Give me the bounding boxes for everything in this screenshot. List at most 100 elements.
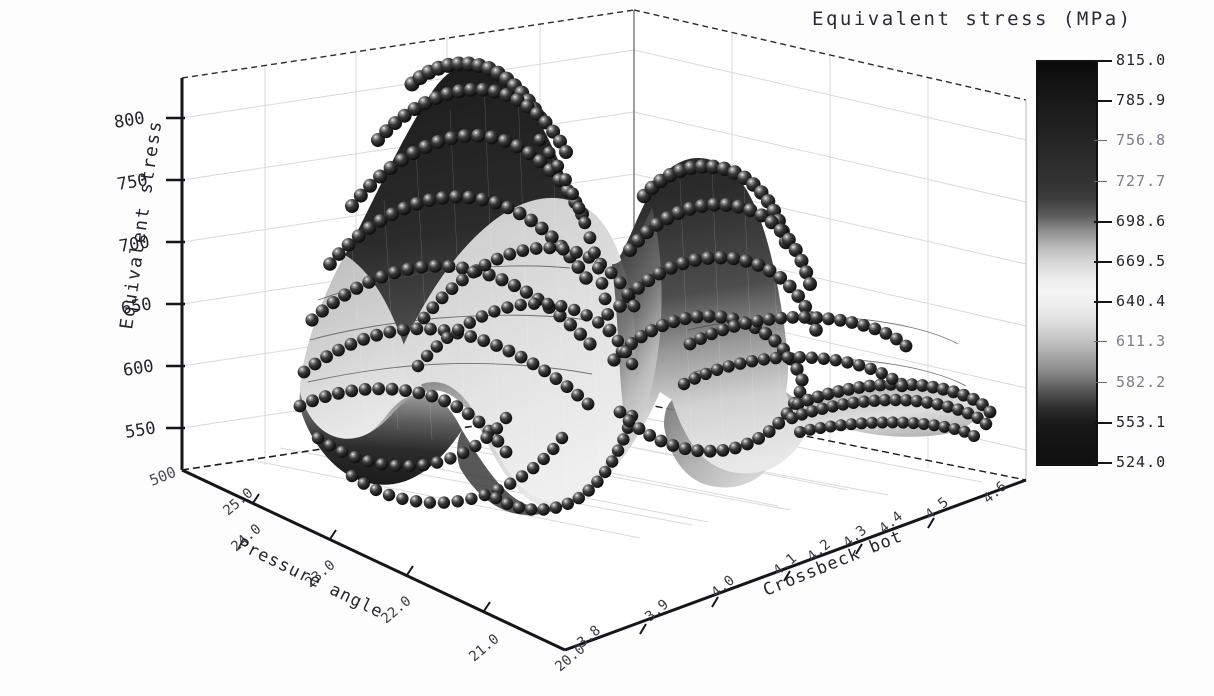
data-point-marker bbox=[971, 411, 984, 424]
data-point-marker bbox=[549, 372, 563, 385]
data-point-marker bbox=[308, 357, 322, 371]
data-point-marker bbox=[941, 400, 955, 413]
x-tick-label: 21.0 bbox=[466, 631, 502, 665]
data-point-marker bbox=[318, 390, 332, 403]
data-point-marker bbox=[799, 265, 814, 280]
data-point-marker bbox=[478, 488, 491, 502]
data-point-marker bbox=[631, 281, 645, 295]
data-point-marker bbox=[482, 268, 496, 282]
data-point-marker bbox=[762, 263, 777, 278]
data-point-marker bbox=[783, 279, 797, 294]
data-point-marker bbox=[739, 254, 753, 268]
data-point-marker bbox=[457, 129, 472, 144]
data-point-marker bbox=[794, 253, 809, 268]
data-point-marker bbox=[786, 311, 800, 324]
data-point-marker bbox=[551, 159, 565, 173]
data-point-marker bbox=[879, 327, 893, 340]
data-point-marker bbox=[526, 357, 540, 371]
data-point-marker bbox=[320, 350, 333, 364]
data-point-marker bbox=[418, 96, 433, 111]
data-point-marker bbox=[440, 87, 455, 102]
data-point-marker bbox=[921, 396, 934, 409]
colorbar-tick bbox=[1094, 381, 1107, 383]
data-point-marker bbox=[332, 247, 346, 261]
colorbar-tick-label: 582.2 bbox=[1116, 372, 1167, 391]
axis-spines bbox=[180, 78, 1027, 652]
data-point-marker bbox=[510, 139, 525, 154]
data-point-marker bbox=[863, 379, 877, 393]
data-point-marker bbox=[598, 292, 612, 306]
data-point-marker bbox=[873, 378, 887, 392]
data-point-marker bbox=[886, 416, 899, 429]
data-point-marker bbox=[739, 317, 753, 330]
data-point-marker bbox=[524, 213, 538, 228]
data-point-marker bbox=[852, 359, 866, 372]
data-point-marker bbox=[592, 316, 605, 329]
data-point-marker bbox=[417, 311, 431, 325]
data-point-marker bbox=[423, 496, 437, 509]
data-point-marker bbox=[455, 261, 470, 275]
data-point-marker bbox=[774, 311, 788, 325]
data-point-marker bbox=[420, 349, 434, 363]
colorbar-tick-label: 815.0 bbox=[1116, 51, 1167, 69]
data-point-marker bbox=[555, 299, 568, 313]
data-point-marker bbox=[769, 351, 782, 365]
data-point-marker bbox=[931, 398, 944, 411]
data-point-marker bbox=[714, 310, 728, 324]
data-point-marker bbox=[889, 393, 902, 407]
colorbar-tick-label: 611.3 bbox=[1116, 332, 1167, 351]
data-point-marker bbox=[430, 456, 444, 469]
data-point-marker bbox=[293, 399, 307, 413]
data-point-marker bbox=[537, 452, 550, 466]
z-tick-label: 550 bbox=[124, 418, 157, 443]
data-point-marker bbox=[332, 386, 345, 400]
data-point-marker bbox=[613, 405, 627, 419]
data-point-marker bbox=[503, 247, 517, 261]
data-point-marker bbox=[719, 197, 734, 212]
data-point-marker bbox=[926, 380, 940, 394]
data-point-marker bbox=[958, 425, 971, 438]
data-point-marker bbox=[875, 367, 888, 380]
data-point-marker bbox=[764, 215, 779, 230]
data-point-marker bbox=[491, 434, 505, 448]
colorbar-tick-label: 640.4 bbox=[1116, 292, 1167, 311]
data-point-marker bbox=[845, 316, 859, 329]
data-point-marker bbox=[617, 433, 630, 446]
data-point-marker bbox=[829, 354, 842, 367]
data-point-marker bbox=[561, 497, 574, 510]
data-point-marker bbox=[519, 285, 534, 299]
data-point-marker bbox=[701, 251, 715, 265]
data-point-marker bbox=[297, 365, 311, 379]
data-point-marker bbox=[632, 422, 646, 435]
data-point-marker bbox=[465, 492, 478, 505]
data-point-marker bbox=[743, 203, 758, 218]
data-point-marker bbox=[754, 208, 769, 223]
data-point-marker bbox=[335, 445, 349, 458]
data-point-marker bbox=[671, 205, 686, 220]
data-point-marker bbox=[362, 275, 376, 289]
data-point-marker bbox=[868, 394, 881, 407]
data-point-marker bbox=[528, 297, 541, 310]
data-point-marker bbox=[429, 91, 443, 106]
data-point-marker bbox=[722, 360, 735, 373]
data-point-marker bbox=[580, 309, 593, 322]
data-point-marker bbox=[592, 261, 605, 275]
data-point-marker bbox=[583, 337, 597, 351]
data-point-marker bbox=[788, 243, 803, 257]
data-point-marker bbox=[864, 362, 877, 375]
data-point-marker bbox=[751, 258, 765, 272]
data-point-marker bbox=[897, 416, 910, 429]
data-point-marker bbox=[682, 201, 697, 216]
data-point-marker bbox=[852, 381, 866, 394]
data-point-marker bbox=[568, 303, 581, 317]
data-point-marker bbox=[795, 408, 809, 421]
data-point-marker bbox=[499, 445, 513, 459]
data-point-marker bbox=[947, 385, 960, 399]
data-point-marker bbox=[435, 191, 450, 205]
data-point-marker bbox=[595, 277, 609, 290]
data-point-marker bbox=[572, 491, 585, 505]
data-point-marker bbox=[847, 396, 860, 409]
data-point-marker bbox=[457, 446, 470, 460]
data-point-marker bbox=[435, 291, 449, 305]
data-point-marker bbox=[438, 394, 451, 408]
